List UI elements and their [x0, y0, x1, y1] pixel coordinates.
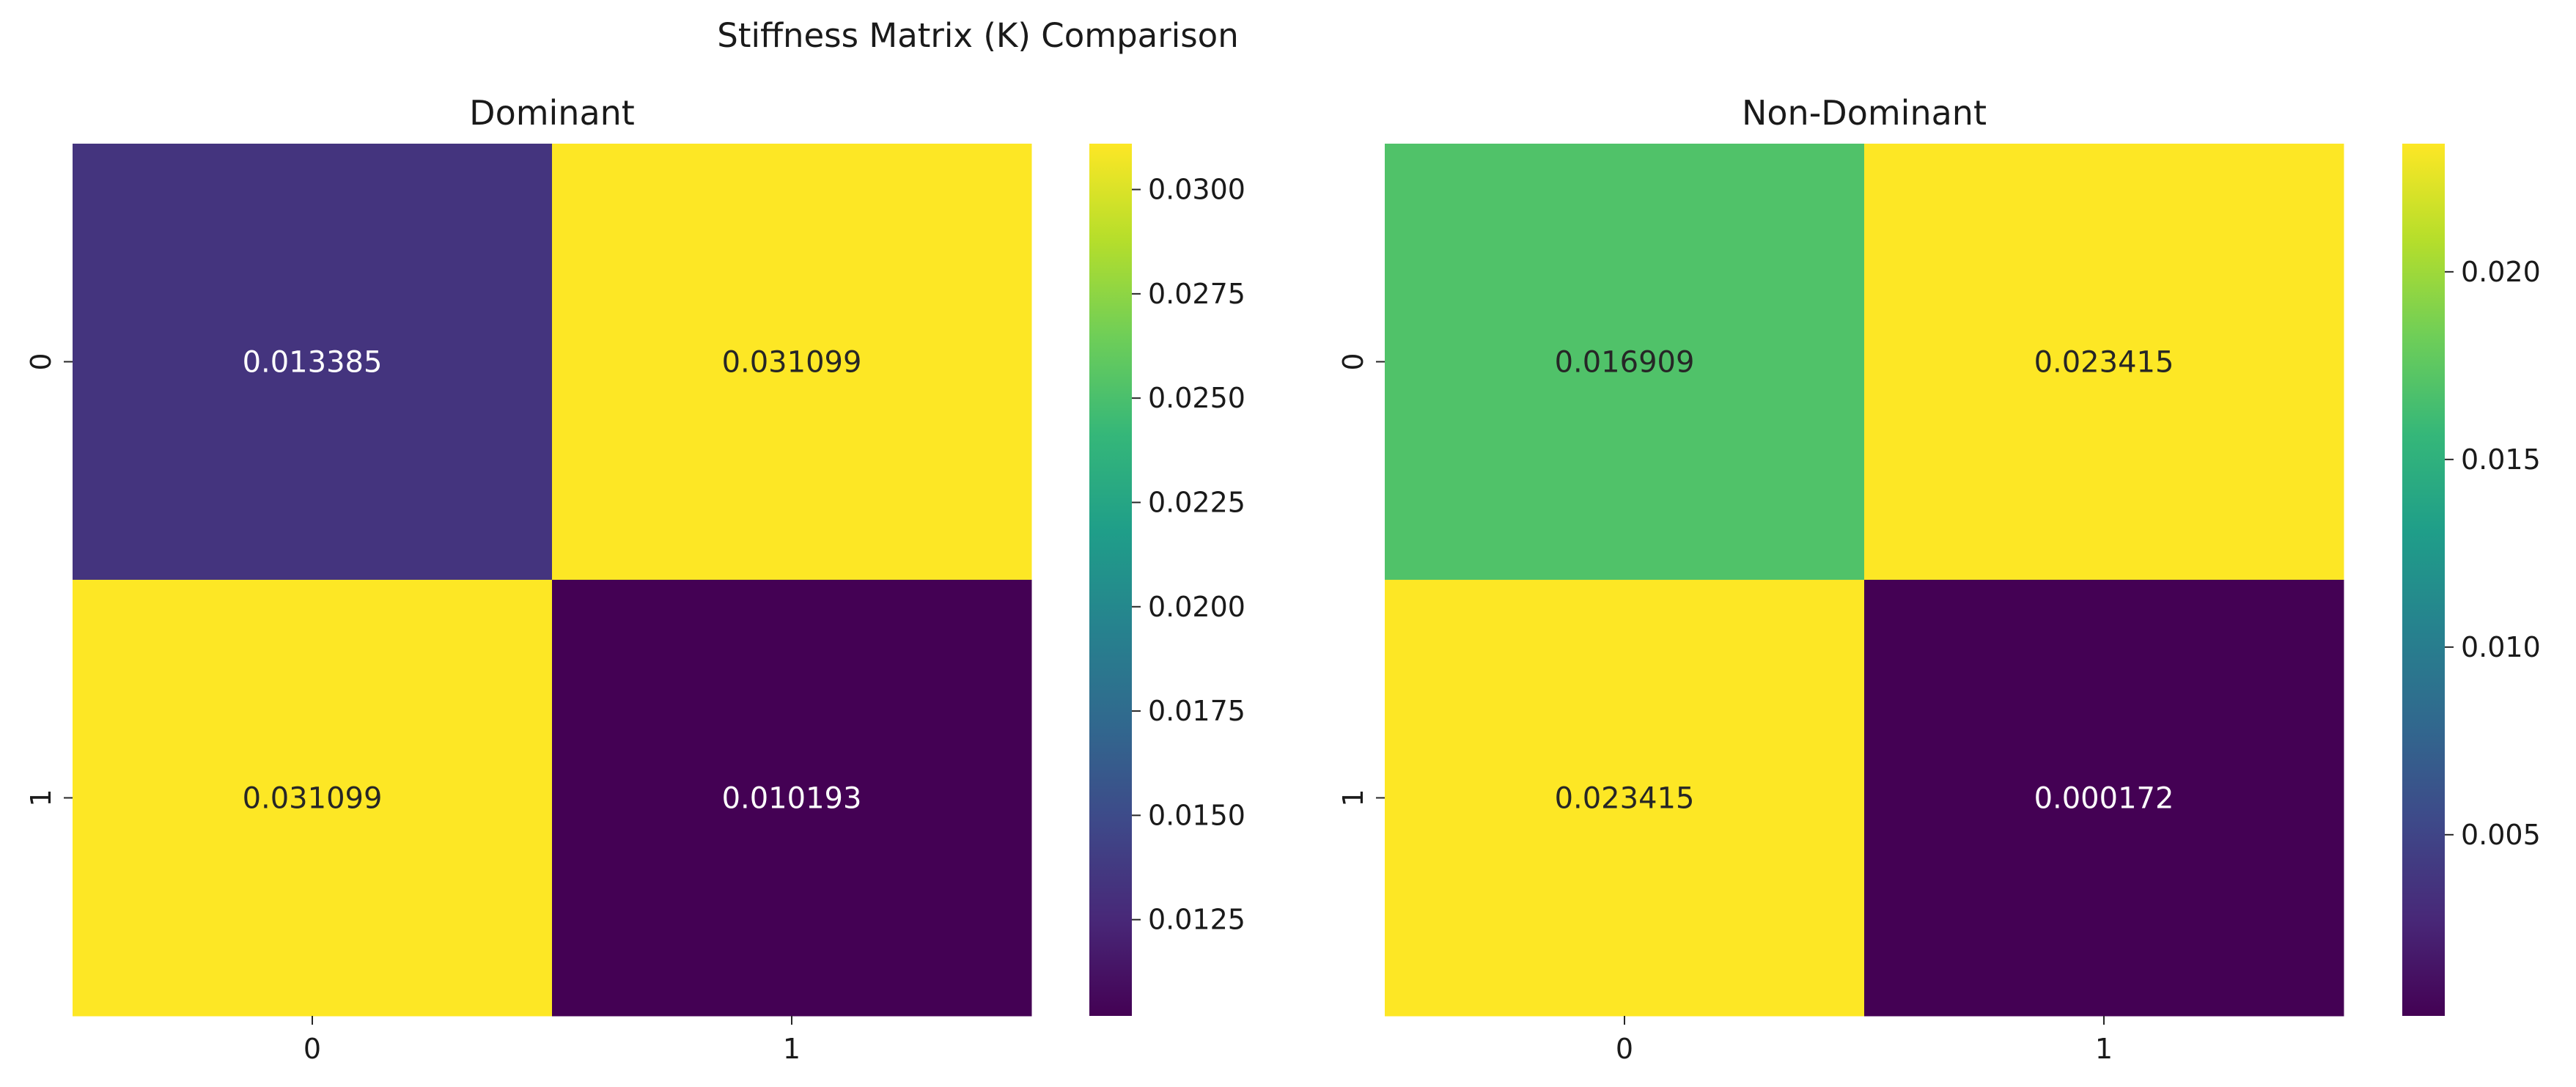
x-tick-label: 0 — [303, 1033, 321, 1065]
heatmap-cell-0-0 — [1385, 144, 1865, 581]
colorbar-tick-label: 0.020 — [2461, 256, 2541, 288]
x-tick-label: 1 — [783, 1033, 801, 1065]
colorbar-tick-label: 0.0250 — [1148, 382, 1245, 414]
cell-label-0-1: 0.031099 — [722, 346, 862, 380]
colorbar-tick-label: 0.0275 — [1148, 278, 1245, 310]
y-tick-label: 0 — [1337, 353, 1369, 370]
colorbar-tick-label: 0.0300 — [1148, 174, 1245, 206]
cell-label-1-0: 0.031099 — [243, 782, 383, 816]
colorbar-tick-label: 0.0175 — [1148, 695, 1245, 727]
cell-label-0-1: 0.023415 — [2034, 346, 2174, 380]
figure-suptitle: Stiffness Matrix (K) Comparison — [717, 16, 1238, 55]
cell-label-1-1: 0.000172 — [2034, 782, 2174, 816]
panel-title: Non-Dominant — [1742, 93, 1987, 133]
cell-label-0-0: 0.016909 — [1555, 346, 1695, 380]
colorbar-tick-label: 0.005 — [2461, 819, 2541, 851]
colorbar-tick-label: 0.0125 — [1148, 904, 1245, 936]
panel-title: Dominant — [469, 93, 635, 133]
colorbar — [1089, 144, 1132, 1016]
heatmap-cell-1-0 — [1385, 580, 1865, 1017]
colorbar — [2402, 144, 2445, 1016]
heatmap-cell-1-0 — [73, 580, 553, 1017]
heatmap-cell-0-1 — [1864, 144, 2344, 581]
heatmap-cell-1-1 — [552, 580, 1032, 1017]
y-tick-label: 0 — [25, 353, 57, 370]
colorbar-tick-label: 0.010 — [2461, 631, 2541, 663]
heatmap-panel-0: Dominant 0.013385 0.031099 0.031099 0.010193… — [25, 93, 1245, 1065]
cell-label-0-0: 0.013385 — [243, 346, 383, 380]
heatmap-cell-0-1 — [552, 144, 1032, 581]
heatmap-cell-1-1 — [1864, 580, 2344, 1017]
colorbar-tick-label: 0.0200 — [1148, 591, 1245, 623]
colorbar-tick-label: 0.0225 — [1148, 486, 1245, 518]
cell-label-1-0: 0.023415 — [1555, 782, 1695, 816]
heatmap-panel-1: Non-Dominant 0.016909 0.023415 0.023415 0.00… — [1337, 93, 2541, 1065]
heatmap-cell-0-0 — [73, 144, 553, 581]
y-tick-label: 1 — [1337, 789, 1369, 806]
x-tick-label: 0 — [1616, 1033, 1633, 1065]
y-tick-label: 1 — [25, 789, 57, 806]
colorbar-tick-label: 0.0150 — [1148, 799, 1245, 831]
colorbar-tick-label: 0.015 — [2461, 443, 2541, 476]
cell-label-1-1: 0.010193 — [722, 782, 862, 816]
x-tick-label: 1 — [2095, 1033, 2113, 1065]
